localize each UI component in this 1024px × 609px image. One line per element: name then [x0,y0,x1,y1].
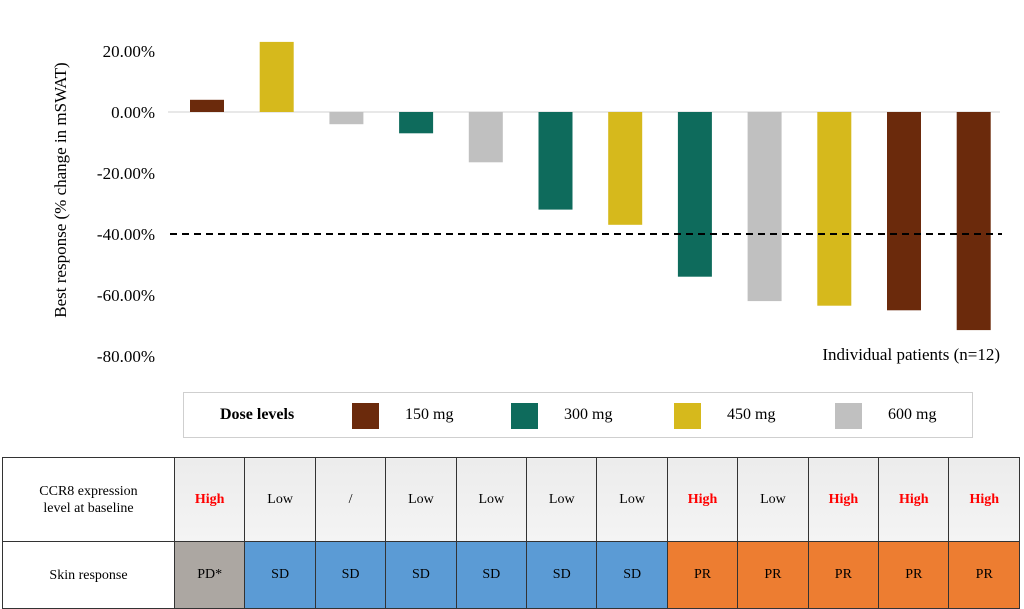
table-row-skin: Skin response PD* SD SD SD SD SD SD PR PR PR PR PR [2,541,1020,609]
skin-response-cell-5: SD [455,541,528,609]
row-header-skin: Skin response [2,541,175,609]
skin-response-cell-3: SD [314,541,387,609]
bar-patient-8 [677,112,712,277]
skin-response-cell-8: PR [666,541,739,609]
skin-response-cell-6: SD [526,541,598,609]
ccr8-cell-8: High [666,457,739,542]
ccr8-cell-2: Low [244,457,316,542]
bar-patient-10 [817,112,852,306]
ccr8-cell-4: Low [385,457,457,542]
y-tick-label: -20.00% [97,164,155,183]
legend-label: 150 mg [405,406,454,423]
bar-patient-6 [538,112,573,210]
legend-label: 300 mg [564,406,613,423]
bar-patient-12 [956,112,991,331]
bar-patient-9 [747,112,782,302]
bar-patient-4 [399,112,434,134]
legend-swatch [511,403,538,429]
table-row-ccr8: CCR8 expression level at baseline High Lo… [2,457,1020,542]
x-axis-annotation: Individual patients (n=12) [822,345,1000,364]
skin-response-cell-9: PR [737,541,809,609]
bar-patient-11 [887,112,921,311]
legend-swatch [674,403,701,429]
row-header-line: level at baseline [43,500,134,516]
ccr8-cell-11: High [878,457,950,542]
row-header-ccr8: CCR8 expression level at baseline [2,457,175,542]
bar-patient-2 [259,41,294,112]
bar-patient-5 [468,112,503,163]
skin-response-cell-4: SD [385,541,457,609]
row-header-line: Skin response [49,567,128,583]
legend-label: 450 mg [727,406,776,423]
bar-patient-1 [190,99,224,112]
ccr8-cell-6: Low [526,457,598,542]
row-header-line: CCR8 expression [39,483,138,499]
ccr8-cell-7: Low [596,457,668,542]
skin-response-cell-7: SD [596,541,668,609]
legend: Dose levels 150 mg 300 mg 450 mg 600 mg [183,392,973,438]
patient-table: CCR8 expression level at baseline High Lo… [2,457,1020,609]
bar-patient-7 [608,112,643,225]
ccr8-cell-9: Low [737,457,809,542]
ccr8-cell-10: High [807,457,880,542]
legend-swatch [835,403,862,429]
bar-chart: Best response (% change in mSWAT) 20.00%… [51,41,1002,366]
bar-patient-3 [329,112,364,125]
ccr8-cell-1: High [173,457,246,542]
y-tick-label: -40.00% [97,225,155,244]
skin-response-cell-10: PR [807,541,880,609]
skin-response-cell-12: PR [948,541,1020,609]
y-tick-label: 20.00% [103,42,155,61]
ccr8-cell-3: / [314,457,387,542]
legend-title: Dose levels [220,406,295,423]
y-tick-label: 0.00% [111,103,155,122]
legend-label: 600 mg [888,406,937,423]
skin-response-cell-2: SD [244,541,316,609]
y-tick-label: -60.00% [97,286,155,305]
skin-response-cell-11: PR [878,541,950,609]
legend-swatch [352,403,379,429]
ccr8-cell-5: Low [455,457,528,542]
ccr8-cell-12: High [948,457,1020,542]
y-axis-label: Best response (% change in mSWAT) [51,62,70,317]
y-tick-label: -80.00% [97,347,155,366]
skin-response-cell-1: PD* [173,541,246,609]
